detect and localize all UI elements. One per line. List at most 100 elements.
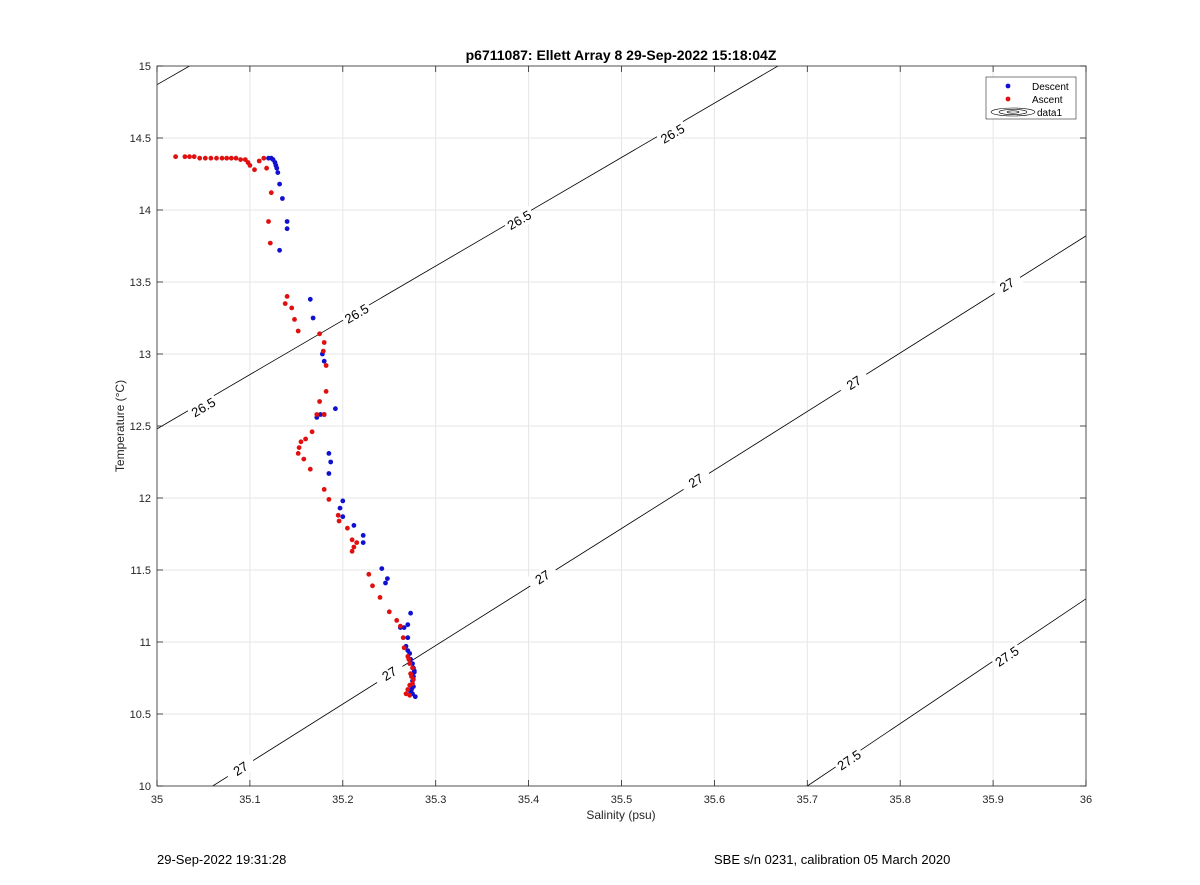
- contour-line-26.5: [157, 66, 190, 86]
- ascent-point: [335, 512, 341, 518]
- descent-point: [284, 219, 290, 224]
- footer-calibration: SBE s/n 0231, calibration 05 March 2020: [714, 852, 951, 867]
- ascent-point: [182, 154, 188, 160]
- y-tick-label: 12.5: [130, 421, 151, 433]
- x-tick-label: 35.9: [982, 794, 1003, 806]
- ascent-point: [354, 540, 360, 545]
- contour-label-text: 27: [532, 567, 552, 587]
- ascent-point: [401, 645, 407, 651]
- legend-label-descent: Descent: [1032, 82, 1069, 93]
- ascent-point: [247, 163, 253, 168]
- ascent-point: [267, 240, 273, 246]
- descent-point: [310, 315, 316, 321]
- ascent-point: [309, 429, 315, 435]
- ascent-point: [410, 681, 415, 687]
- descent-point: [333, 406, 338, 412]
- y-tick-label: 14.5: [130, 133, 151, 145]
- contour-label-27: 27: [223, 753, 258, 784]
- contour-label-text: 27: [997, 275, 1017, 295]
- ascent-point: [197, 155, 203, 161]
- contour-label-gap: [372, 658, 407, 689]
- ascent-point: [345, 525, 350, 531]
- ascent-point: [321, 412, 327, 417]
- ascent-point: [261, 155, 267, 161]
- descent-point: [360, 540, 366, 545]
- ascent-point: [398, 623, 403, 629]
- ascent-point: [394, 618, 400, 623]
- legend-marker-descent: [1005, 83, 1011, 89]
- descent-point: [351, 523, 357, 528]
- legend-label-data1: data1: [1037, 108, 1062, 119]
- contour-label-27: 27: [836, 368, 871, 398]
- x-tick-label: 35.2: [332, 794, 353, 806]
- ascent-point: [238, 157, 244, 163]
- contour-label-gap: [502, 205, 537, 235]
- ascent-point: [298, 439, 304, 445]
- axis-ticks: 35 35.1 35.2 35.3 35.4 35.5 35.6 35.7 35.8 35.9 36…: [130, 61, 1093, 806]
- x-tick-label: 35.1: [239, 794, 260, 806]
- ascent-point: [406, 656, 412, 662]
- y-tick-label: 11.5: [130, 565, 151, 577]
- grid: [157, 66, 1086, 786]
- ascent-point: [336, 518, 342, 524]
- y-tick-label: 13: [139, 349, 151, 361]
- contour-label-text: 27: [686, 470, 706, 490]
- descent-point: [405, 635, 411, 641]
- ascent-point: [386, 609, 392, 615]
- descent-point: [383, 580, 388, 586]
- x-tick-label: 35.7: [797, 794, 818, 806]
- y-tick-label: 14: [139, 205, 151, 217]
- ascent-point: [366, 571, 372, 577]
- descent-point: [275, 170, 281, 176]
- descent-point: [401, 625, 407, 630]
- ascent-point: [268, 190, 274, 196]
- ascent-point: [208, 155, 214, 161]
- legend: Descent Ascent data1: [985, 76, 1077, 120]
- ascent-point: [407, 661, 413, 666]
- contour-line-27: [212, 235, 1086, 786]
- ascent-point: [289, 305, 295, 311]
- ascent-point: [403, 691, 409, 697]
- x-tick-label: 35.3: [425, 794, 446, 806]
- contour-label-27: 27: [525, 562, 560, 592]
- descent-point: [318, 412, 323, 417]
- contour-line-26.5: [157, 66, 779, 430]
- contour-label-text: 27: [844, 373, 864, 393]
- contour-label-gap: [223, 753, 258, 784]
- ascent-point: [296, 445, 302, 450]
- ascent-point: [326, 497, 332, 502]
- ascent-point: [202, 155, 208, 161]
- x-tick-label: 35.4: [518, 794, 539, 806]
- y-axis-label: Temperature (°C): [113, 380, 127, 472]
- x-axis-label: Salinity (psu): [586, 808, 655, 822]
- ascent-point: [349, 548, 355, 554]
- ascent-point: [317, 399, 322, 404]
- ascent-point: [321, 340, 327, 345]
- ascent-point: [400, 635, 406, 641]
- contour-label-gap: [990, 641, 1024, 672]
- descent-point: [321, 358, 327, 364]
- ascent-point: [219, 155, 225, 161]
- ascent-point: [295, 451, 301, 456]
- contour-label-gap: [186, 392, 221, 422]
- descent-point: [360, 533, 366, 538]
- y-tick-label: 11: [140, 637, 151, 649]
- ascent-point: [266, 219, 271, 224]
- contour-label-text: 27: [379, 663, 399, 683]
- y-tick-label: 10.5: [130, 709, 151, 721]
- contour-label-gap: [990, 270, 1024, 300]
- y-tick-label: 10: [139, 781, 151, 793]
- legend-contour-icon: [990, 107, 1036, 117]
- x-tick-label: 35.8: [889, 794, 910, 806]
- y-tick-label: 12: [139, 493, 151, 505]
- ascent-point: [284, 294, 290, 299]
- descent-point: [307, 296, 313, 302]
- ascent-point: [314, 412, 320, 417]
- ascent-point: [295, 328, 301, 334]
- descent-point: [340, 498, 346, 504]
- ascent-point: [256, 158, 262, 164]
- descent-point: [340, 514, 346, 520]
- contour-label-text: 27: [230, 758, 250, 778]
- ascent-point: [173, 154, 179, 160]
